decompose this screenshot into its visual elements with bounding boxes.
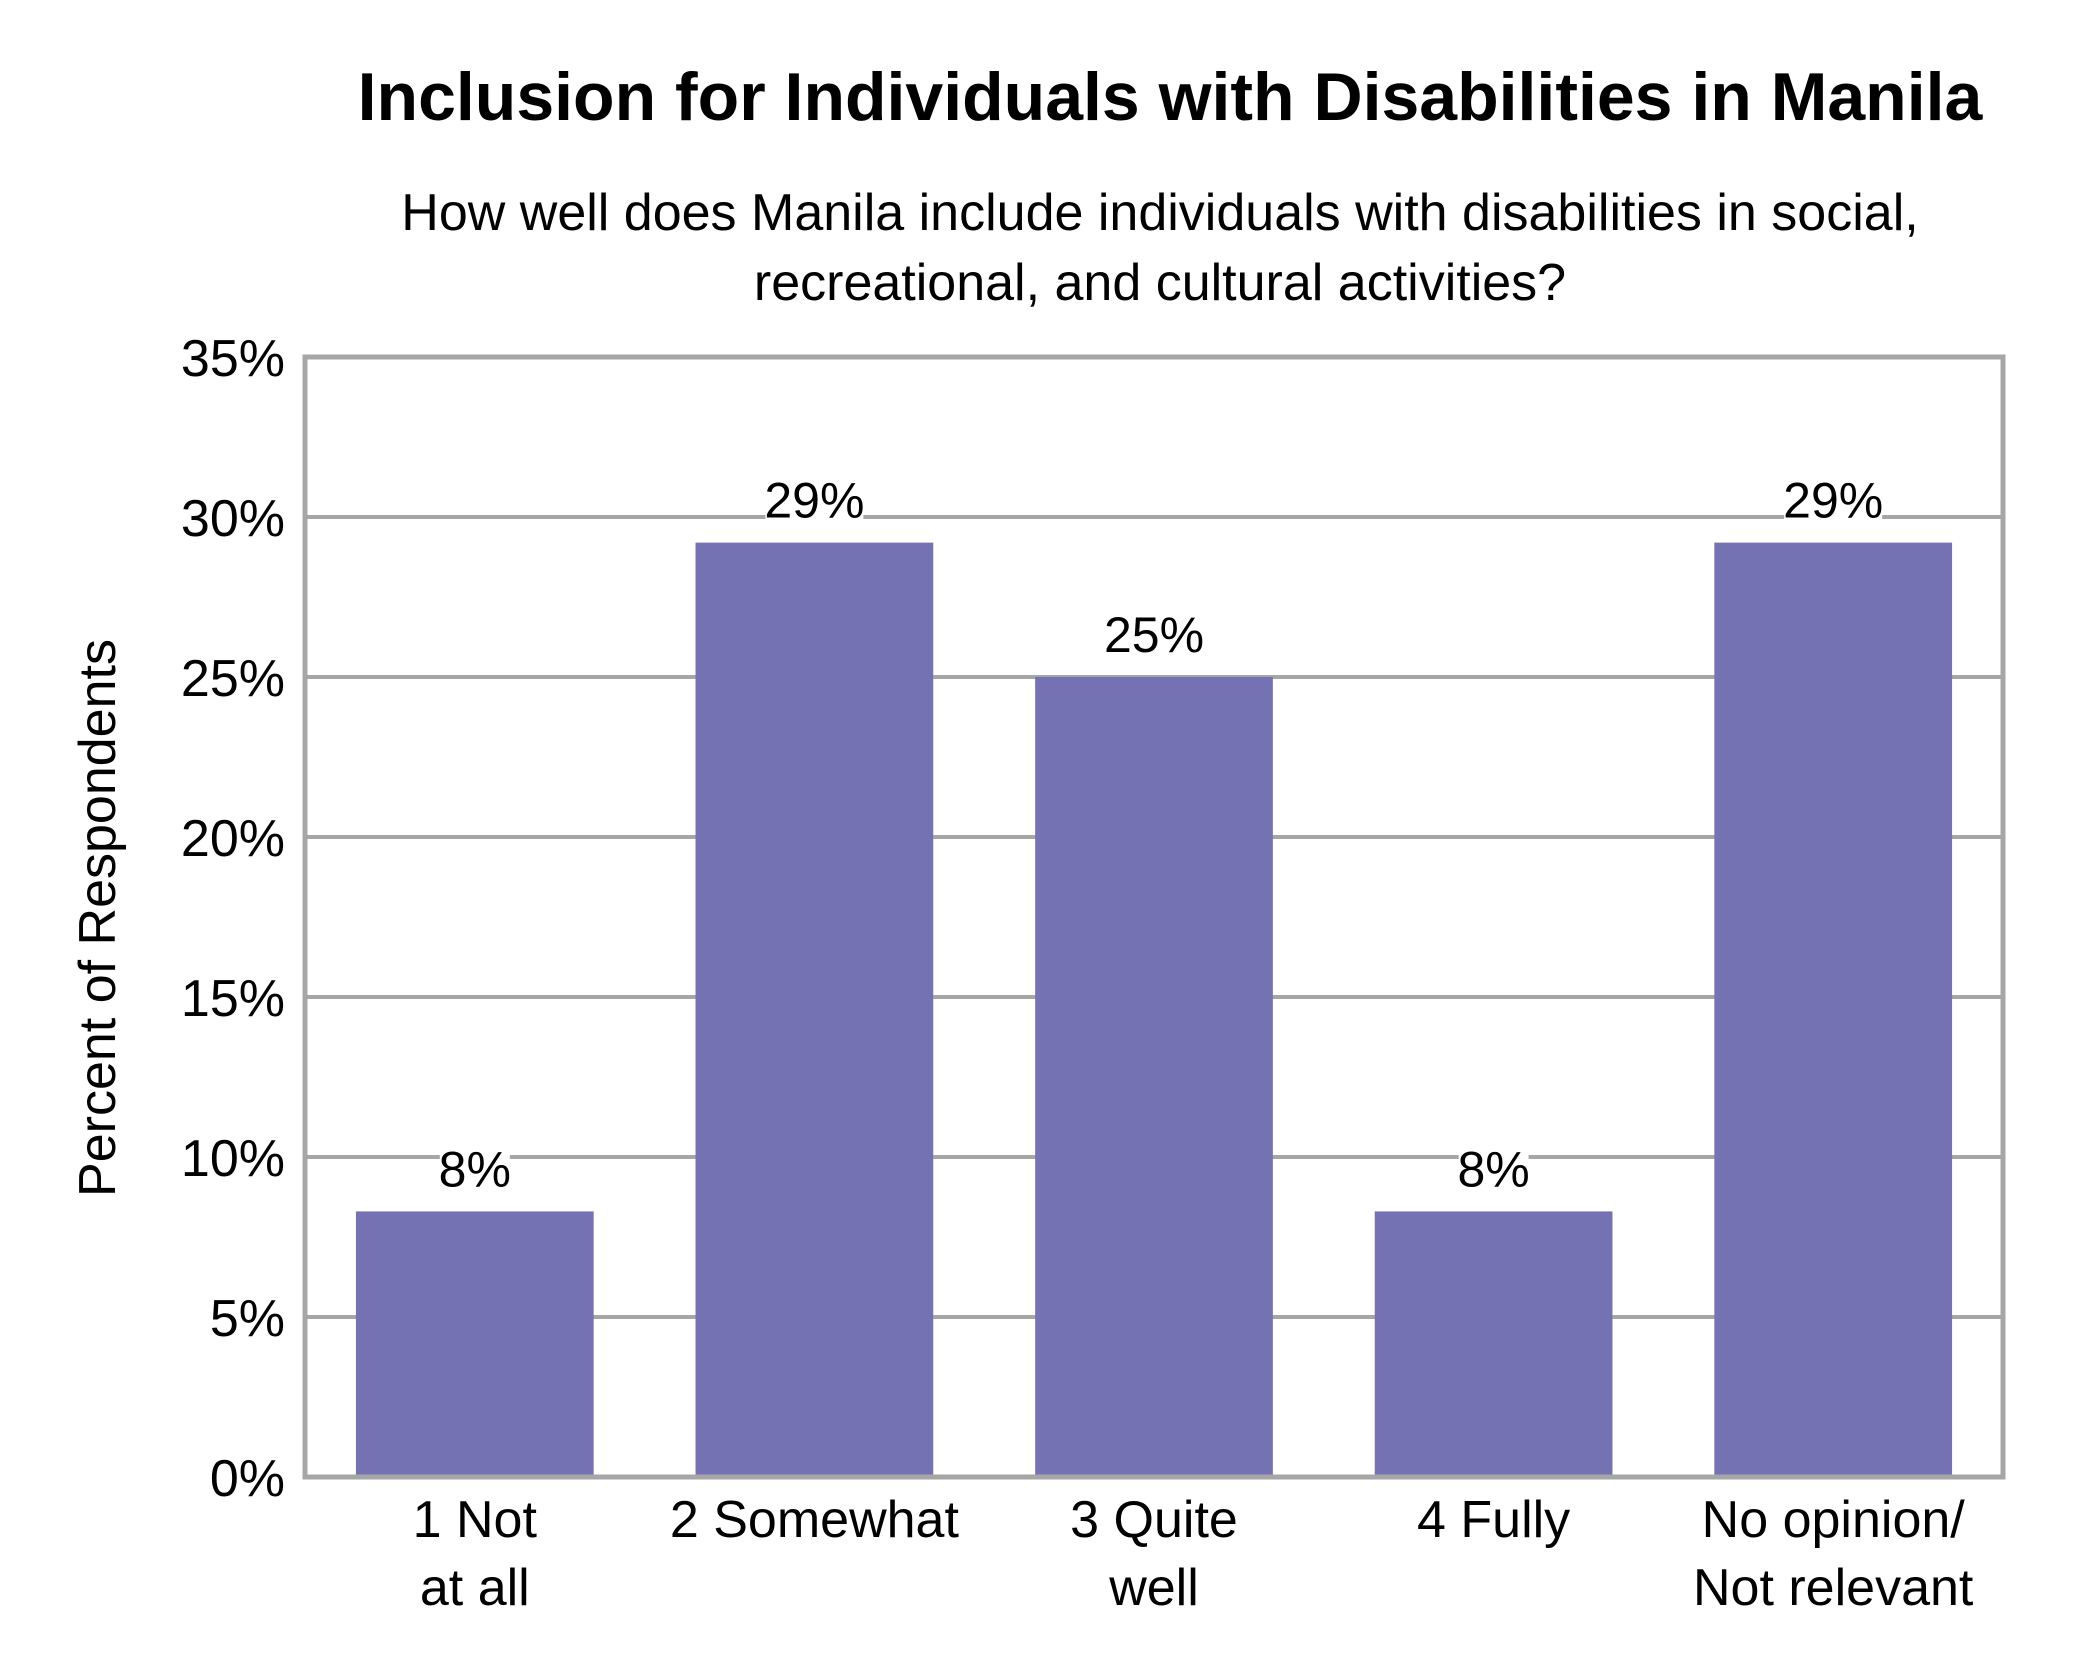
bar (355, 1211, 594, 1477)
x-tick-label: 3 Quite (1070, 1491, 1238, 1549)
x-tick-labels: 1 Not at all 2 Somewhat 3 Quite well 4 Fully N… (413, 1491, 1974, 1617)
data-label-background (439, 1140, 510, 1197)
bar (1374, 1211, 1613, 1477)
x-tick-label: 1 Not (413, 1491, 538, 1549)
bars (355, 542, 1953, 1477)
bar (1035, 677, 1273, 1477)
data-label: 8% (439, 1141, 511, 1197)
y-tick-label: 10% (181, 1130, 285, 1188)
y-tick-label: 0% (210, 1450, 285, 1508)
subtitle-line-1: How well does Manila include individuals… (401, 184, 1919, 242)
data-label: 25% (1104, 607, 1204, 663)
y-tick-label: 15% (181, 970, 285, 1028)
plot-frame (302, 354, 2006, 1480)
x-tick-label: 2 Somewhat (670, 1491, 960, 1549)
y-tick-label: 30% (181, 490, 285, 548)
x-tick-label: at all (420, 1559, 530, 1617)
x-tick-label: Not relevant (1693, 1559, 1974, 1617)
y-tick-label: 20% (181, 810, 285, 868)
y-tick-label: 25% (181, 650, 285, 708)
data-label-background (1784, 471, 1883, 528)
chart-title: Inclusion for Individuals with Disabilit… (357, 59, 1983, 135)
y-tick-label: 5% (210, 1290, 285, 1348)
y-tick-labels: 0% 5% 10% 15% 20% 25% 30% 35% (181, 330, 285, 1508)
x-tick-label: 4 Fully (1417, 1491, 1570, 1549)
x-tick-label: No opinion/ (1702, 1491, 1966, 1549)
data-label: 29% (764, 473, 864, 529)
subtitle-line-2: recreational, and cultural activities? (753, 254, 1567, 312)
chart-subtitle: How well does Manila include individuals… (230, 178, 2090, 318)
data-label-background (1105, 606, 1203, 662)
data-label: 29% (1783, 473, 1883, 529)
data-label: 8% (1457, 1141, 1529, 1197)
bar (695, 542, 934, 1477)
data-label-background (765, 471, 864, 528)
y-axis-label: Percent of Respondents (69, 639, 127, 1197)
data-labels: 8% 29% 25% 8% 29% (439, 471, 1883, 1197)
data-label-background (1458, 1140, 1529, 1197)
x-tick-label: well (1108, 1559, 1199, 1617)
y-tick-label: 35% (181, 330, 285, 388)
bar (1714, 542, 1953, 1477)
